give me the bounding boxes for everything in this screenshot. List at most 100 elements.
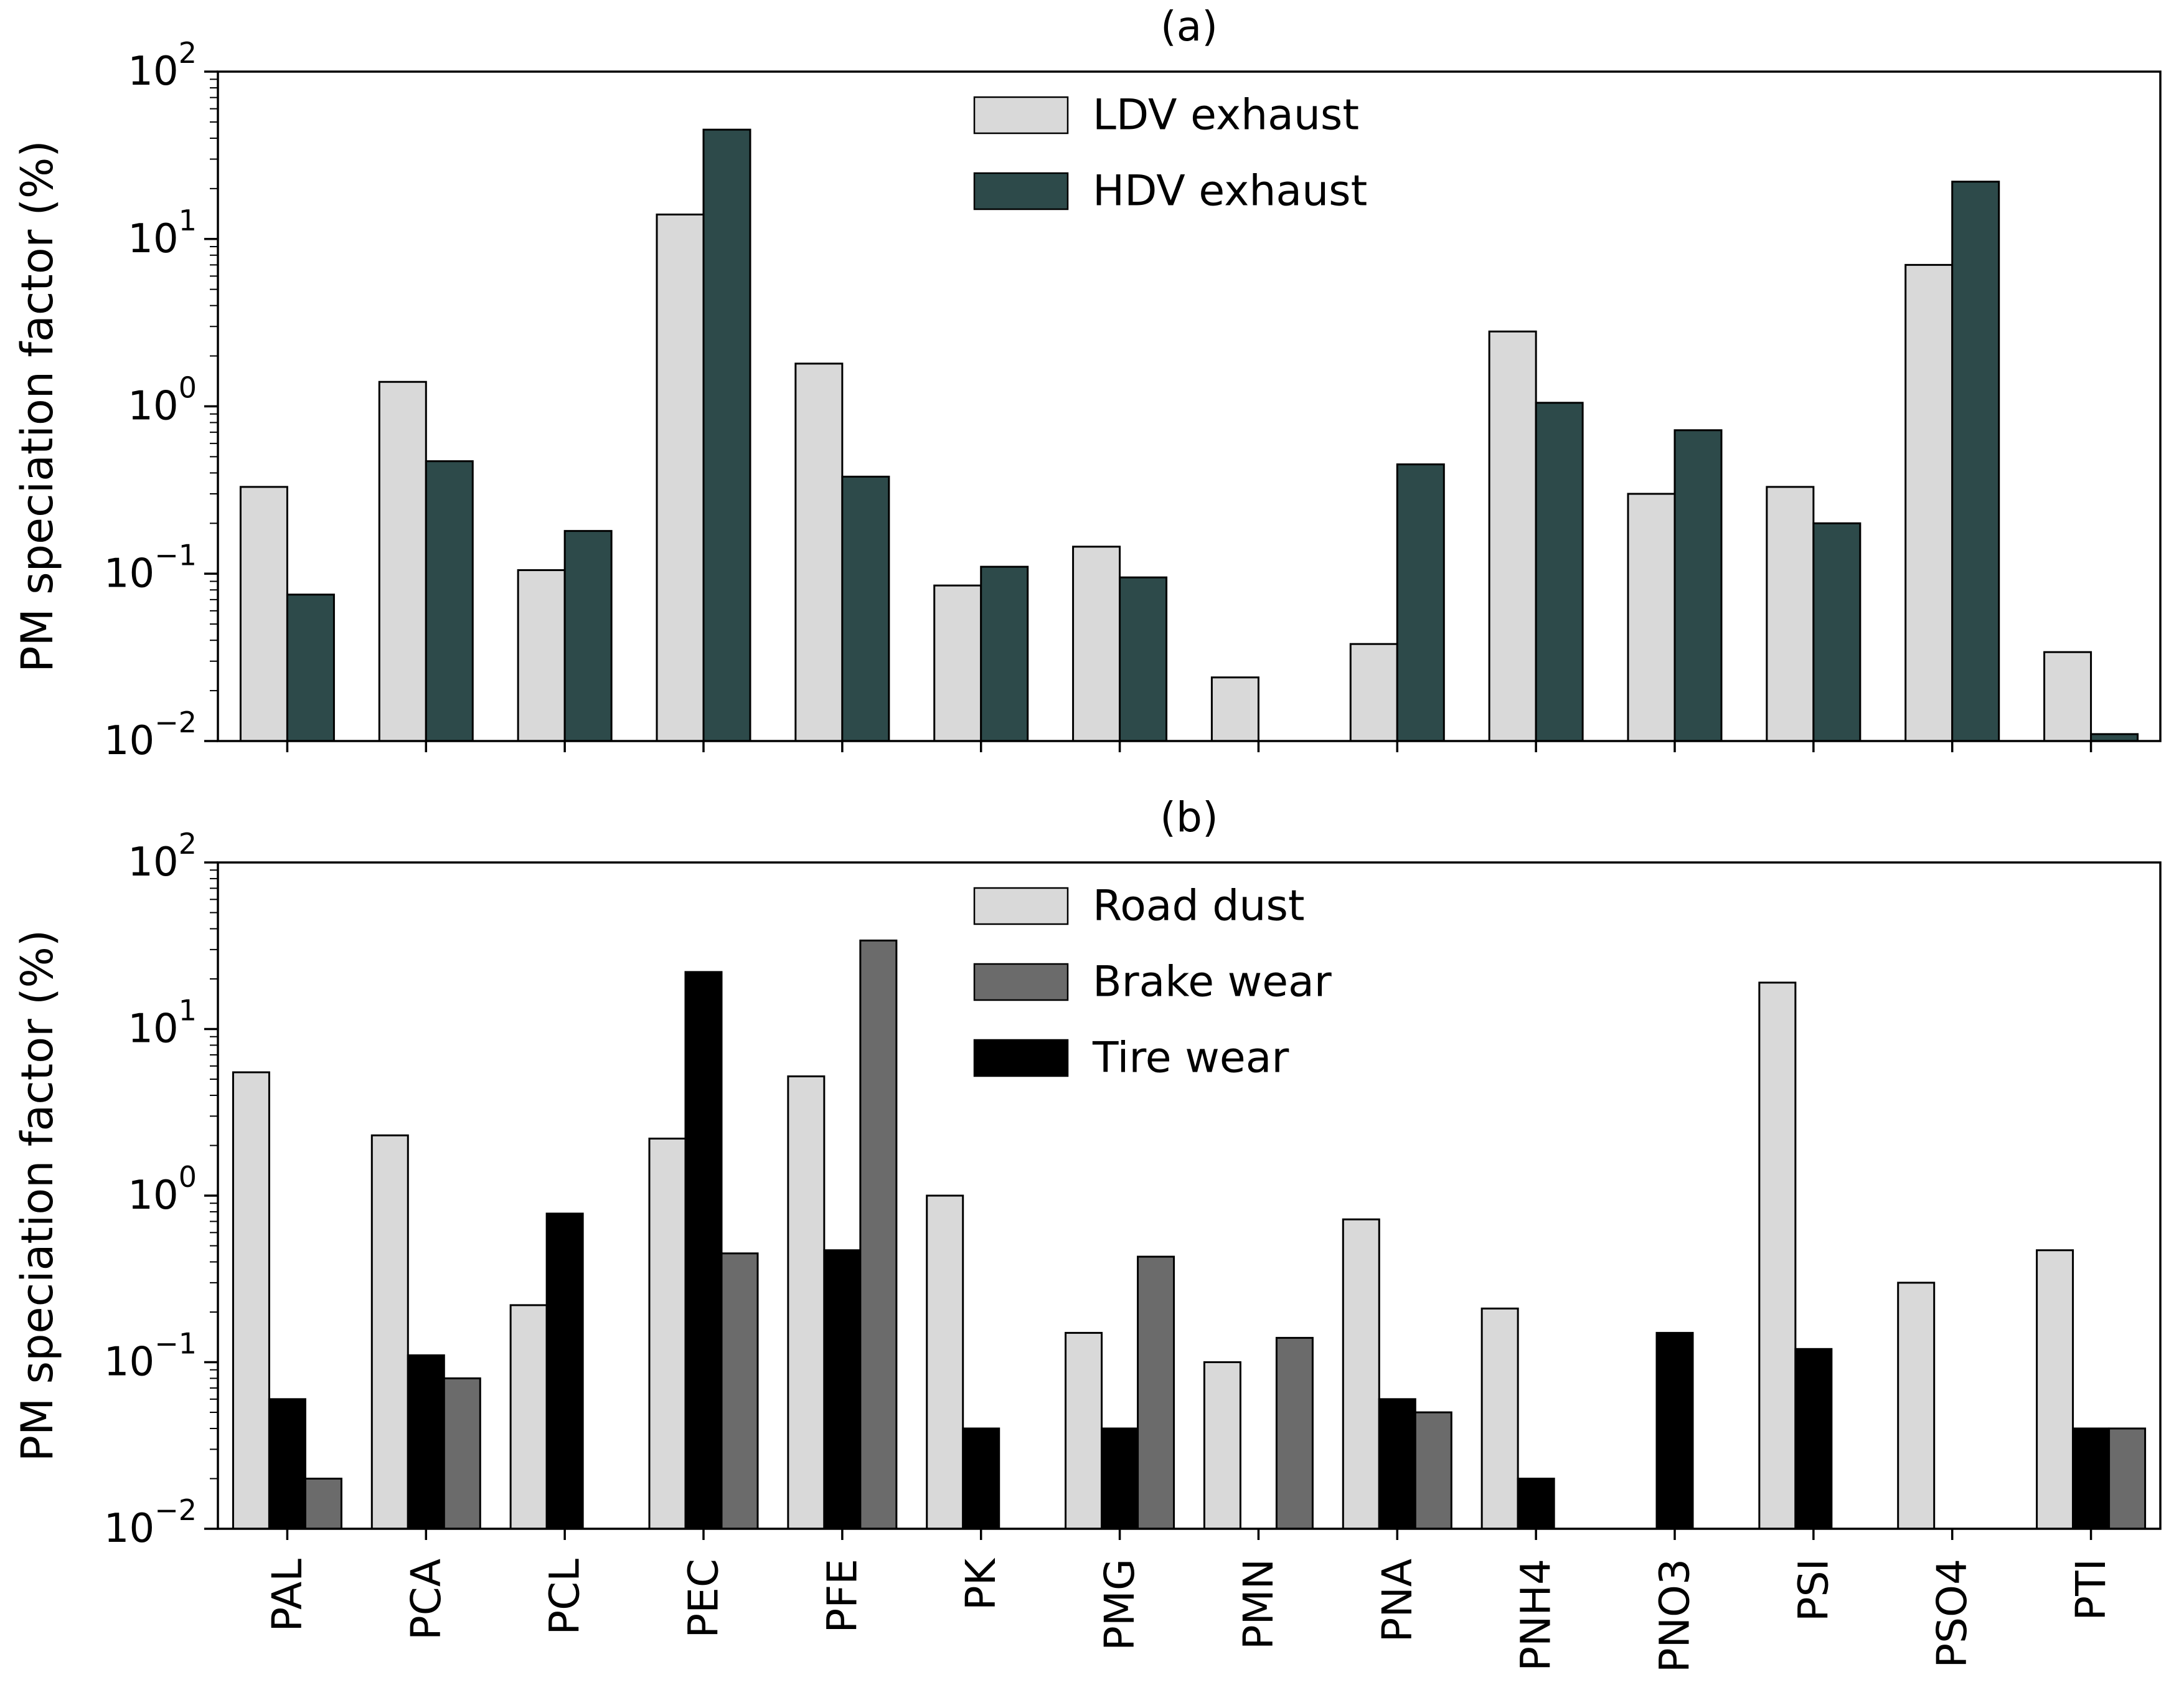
legend-swatch-brake-wear	[973, 963, 1069, 1001]
legend: Road dust Brake wear Tire wear	[973, 882, 1332, 1083]
bar-tire-wear-pti	[2072, 1427, 2111, 1530]
bar-tire-wear-pno3	[1655, 1331, 1694, 1530]
x-tick-label-pal: PAL	[263, 1559, 311, 1632]
panel-a: 10−2 10−1 100 101 102 (a) PM speciation factor…	[12, 2, 2162, 764]
y-axis: 10−2 10−1 100 101 102	[104, 36, 218, 764]
bar-road-dust-psi	[1758, 981, 1797, 1530]
bar-brake-wear-pna	[1414, 1411, 1452, 1530]
bar-ldv-exhaust-pna	[1349, 643, 1398, 742]
bar-ldv-exhaust-pcl	[517, 569, 566, 742]
bar-brake-wear-pmg	[1137, 1255, 1175, 1530]
bar-road-dust-pcl	[509, 1304, 548, 1530]
x-tick-label-pna: PNA	[1373, 1559, 1421, 1642]
bar-tire-wear-pfe	[823, 1249, 862, 1530]
bar-hdv-exhaust-pna	[1396, 463, 1445, 742]
bar-road-dust-pec	[648, 1137, 687, 1530]
x-tick-label-pca: PCA	[402, 1559, 450, 1640]
bar-ldv-exhaust-psi	[1766, 486, 1815, 742]
bar-road-dust-pso4	[1897, 1282, 1936, 1530]
bar-ldv-exhaust-pmn	[1210, 676, 1259, 742]
bar-hdv-exhaust-pmg	[1119, 576, 1168, 742]
x-tick-label-pnh4: PNH4	[1512, 1559, 1560, 1671]
panel-title: (a)	[1160, 2, 1218, 50]
bar-hdv-exhaust-psi	[1812, 522, 1862, 742]
legend-label-brake-wear: Brake wear	[1093, 958, 1332, 1007]
bar-tire-wear-pal	[268, 1398, 306, 1530]
y-tick-label: 10−1	[104, 1327, 197, 1386]
y-axis-label: PM speciation factor (%)	[12, 930, 63, 1462]
bar-ldv-exhaust-pmg	[1072, 546, 1121, 742]
y-tick-label: 102	[128, 827, 197, 886]
y-tick-label: 100	[128, 1160, 197, 1219]
bar-brake-wear-pal	[304, 1477, 342, 1530]
bar-ldv-exhaust-pnh4	[1488, 330, 1537, 742]
bar-hdv-exhaust-pk	[980, 565, 1029, 742]
bar-ldv-exhaust-pk	[933, 584, 982, 742]
legend-swatch-tire-wear	[973, 1039, 1069, 1077]
legend-label-tire-wear: Tire wear	[1092, 1034, 1289, 1083]
bar-hdv-exhaust-pnh4	[1535, 402, 1584, 742]
bar-ldv-exhaust-pti	[2043, 651, 2092, 742]
x-tick-label-pso4: PSO4	[1928, 1559, 1976, 1668]
x-axis: PAL PCA PCL PEC PFE PK PMG PMN PNA PNH4 PNO3 PSI PSO…	[263, 1529, 2115, 1673]
bar-brake-wear-pmn	[1275, 1336, 1314, 1530]
legend-swatch-ldv-exhaust	[973, 96, 1069, 135]
bar-road-dust-pti	[2036, 1249, 2074, 1530]
x-tick-label-psi: PSI	[1789, 1559, 1837, 1622]
legend-swatch-road-dust	[973, 887, 1069, 925]
bar-road-dust-pal	[232, 1071, 270, 1530]
legend-swatch-hdv-exhaust	[973, 172, 1069, 210]
bar-ldv-exhaust-pca	[378, 380, 427, 742]
bar-tire-wear-pcl	[545, 1212, 584, 1530]
bar-ldv-exhaust-pfe	[794, 362, 844, 742]
x-tick-label-pmn: PMN	[1235, 1559, 1283, 1650]
bar-road-dust-pk	[926, 1194, 964, 1530]
bar-hdv-exhaust-pno3	[1673, 429, 1723, 742]
bar-tire-wear-pmg	[1101, 1427, 1139, 1530]
bar-brake-wear-pec	[720, 1252, 759, 1530]
bar-tire-wear-pna	[1378, 1398, 1416, 1530]
x-tick-label-pmg: PMG	[1096, 1559, 1144, 1651]
bar-road-dust-pca	[370, 1134, 409, 1530]
bar-ldv-exhaust-pal	[239, 486, 288, 742]
bars	[239, 128, 2139, 742]
y-tick-label: 10−2	[104, 706, 197, 764]
legend-label-road-dust: Road dust	[1093, 882, 1305, 931]
bar-tire-wear-pk	[962, 1427, 1000, 1530]
bar-hdv-exhaust-pso4	[1951, 181, 2000, 742]
bar-tire-wear-pec	[684, 971, 723, 1530]
bar-tire-wear-pca	[407, 1354, 445, 1530]
bar-road-dust-pfe	[787, 1075, 826, 1530]
bar-hdv-exhaust-pfe	[841, 475, 890, 742]
bar-hdv-exhaust-pca	[425, 460, 474, 742]
x-tick-label-pk: PK	[957, 1557, 1005, 1610]
y-tick-label: 101	[128, 204, 197, 262]
x-tick-label-pti: PTI	[2067, 1559, 2115, 1621]
bar-tire-wear-psi	[1794, 1348, 1833, 1530]
y-tick-label: 100	[128, 371, 197, 430]
bar-ldv-exhaust-pso4	[1904, 263, 1954, 742]
legend-label-hdv-exhaust: HDV exhaust	[1093, 167, 1367, 216]
x-tick-label-pfe: PFE	[818, 1559, 866, 1633]
bar-ldv-exhaust-pno3	[1627, 493, 1676, 742]
bar-road-dust-pmg	[1065, 1331, 1103, 1530]
legend-label-ldv-exhaust: LDV exhaust	[1093, 91, 1359, 140]
y-tick-label: 10−1	[104, 538, 197, 597]
x-tick-label-pec: PEC	[680, 1559, 728, 1638]
bar-hdv-exhaust-pec	[702, 128, 751, 742]
legend: LDV exhaust HDV exhaust	[973, 91, 1367, 216]
bar-brake-wear-pfe	[859, 939, 898, 1530]
bar-road-dust-pna	[1342, 1218, 1380, 1530]
bars	[232, 939, 2147, 1530]
bar-brake-wear-pca	[443, 1377, 481, 1530]
bar-hdv-exhaust-pcl	[563, 530, 613, 742]
bar-hdv-exhaust-pal	[286, 593, 335, 742]
x-tick-label-pcl: PCL	[541, 1559, 589, 1635]
y-tick-label: 102	[128, 36, 197, 95]
bar-road-dust-pnh4	[1480, 1307, 1519, 1530]
bar-tire-wear-pnh4	[1517, 1477, 1555, 1530]
y-axis-label: PM speciation factor (%)	[12, 140, 63, 672]
panel-title: (b)	[1160, 793, 1218, 841]
